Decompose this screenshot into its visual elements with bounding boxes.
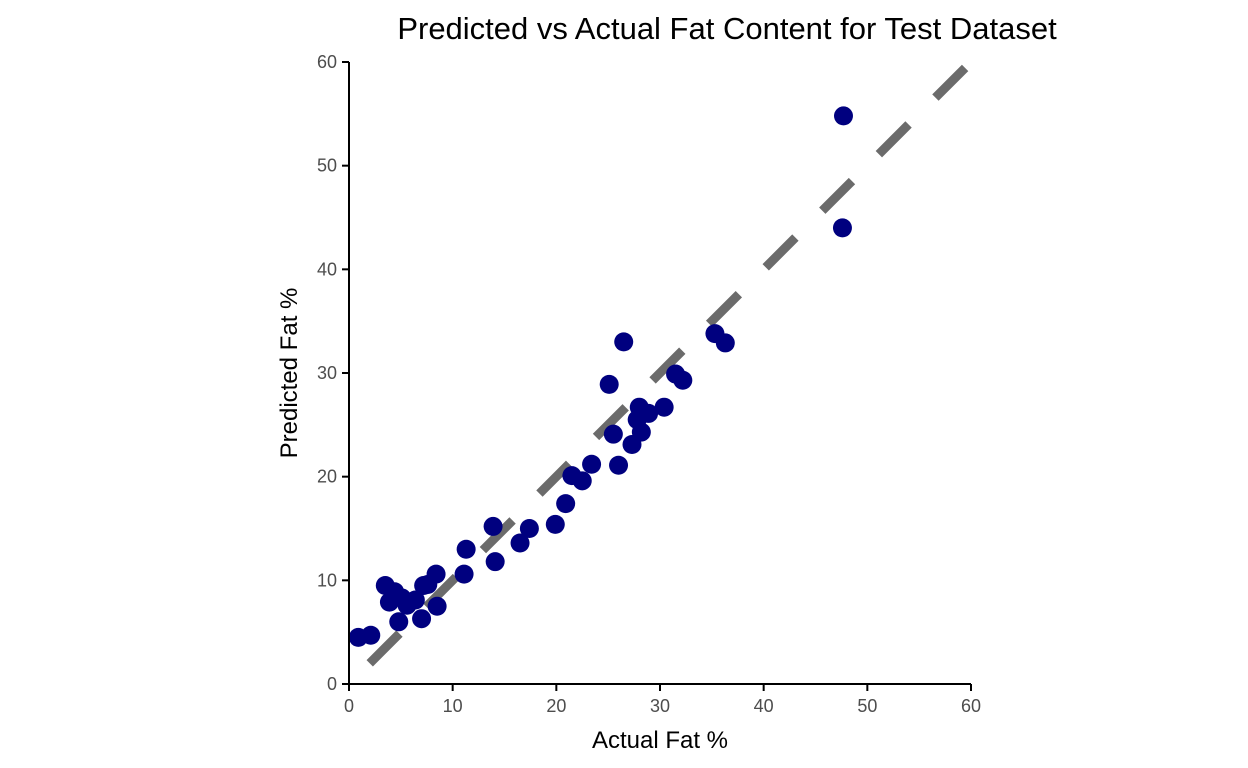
data-point <box>556 494 576 514</box>
data-point <box>412 609 432 629</box>
data-point <box>405 590 425 610</box>
x-tick-label: 60 <box>961 696 981 716</box>
data-point <box>483 516 503 536</box>
reference-diagonal-line <box>366 58 975 667</box>
y-tick-label: 60 <box>317 52 337 72</box>
data-point <box>519 519 539 538</box>
data-point <box>631 422 651 442</box>
x-tick-label: 10 <box>443 696 463 716</box>
data-point <box>426 564 446 584</box>
data-point <box>510 533 530 553</box>
data-point <box>832 218 852 238</box>
x-axis-ticks: 0 10 20 30 40 50 60 <box>344 684 981 716</box>
y-axis-ticks: 0 10 20 30 40 50 60 <box>317 52 349 694</box>
x-axis-title: Actual Fat % <box>592 727 728 754</box>
data-point <box>614 332 634 352</box>
chart-title: Predicted vs Actual Fat Content for Test… <box>397 11 1057 46</box>
data-point <box>654 397 674 417</box>
data-point <box>361 625 381 645</box>
data-point <box>715 333 735 353</box>
data-point <box>603 424 623 444</box>
data-point <box>673 370 693 390</box>
data-points-layer <box>348 106 853 647</box>
data-point <box>545 514 565 534</box>
data-point <box>609 455 629 475</box>
y-tick-label: 50 <box>317 156 337 176</box>
y-tick-label: 20 <box>317 467 337 487</box>
data-point <box>572 471 592 491</box>
data-point <box>599 374 619 394</box>
y-tick-label: 10 <box>317 570 337 590</box>
data-point <box>833 106 853 126</box>
y-axis-title: Predicted Fat % <box>276 288 303 459</box>
y-tick-label: 0 <box>327 674 337 694</box>
x-tick-label: 50 <box>857 696 877 716</box>
data-point <box>454 564 474 584</box>
data-point <box>582 454 602 474</box>
data-point <box>639 403 659 423</box>
reference-line-layer <box>366 58 975 667</box>
x-tick-label: 0 <box>344 696 354 716</box>
y-tick-label: 40 <box>317 259 337 279</box>
data-point <box>427 596 447 616</box>
x-tick-label: 30 <box>650 696 670 716</box>
x-tick-label: 40 <box>754 696 774 716</box>
x-tick-label: 20 <box>546 696 566 716</box>
y-tick-label: 30 <box>317 363 337 383</box>
data-point <box>485 552 505 572</box>
data-point <box>456 539 476 559</box>
data-point <box>389 612 409 632</box>
